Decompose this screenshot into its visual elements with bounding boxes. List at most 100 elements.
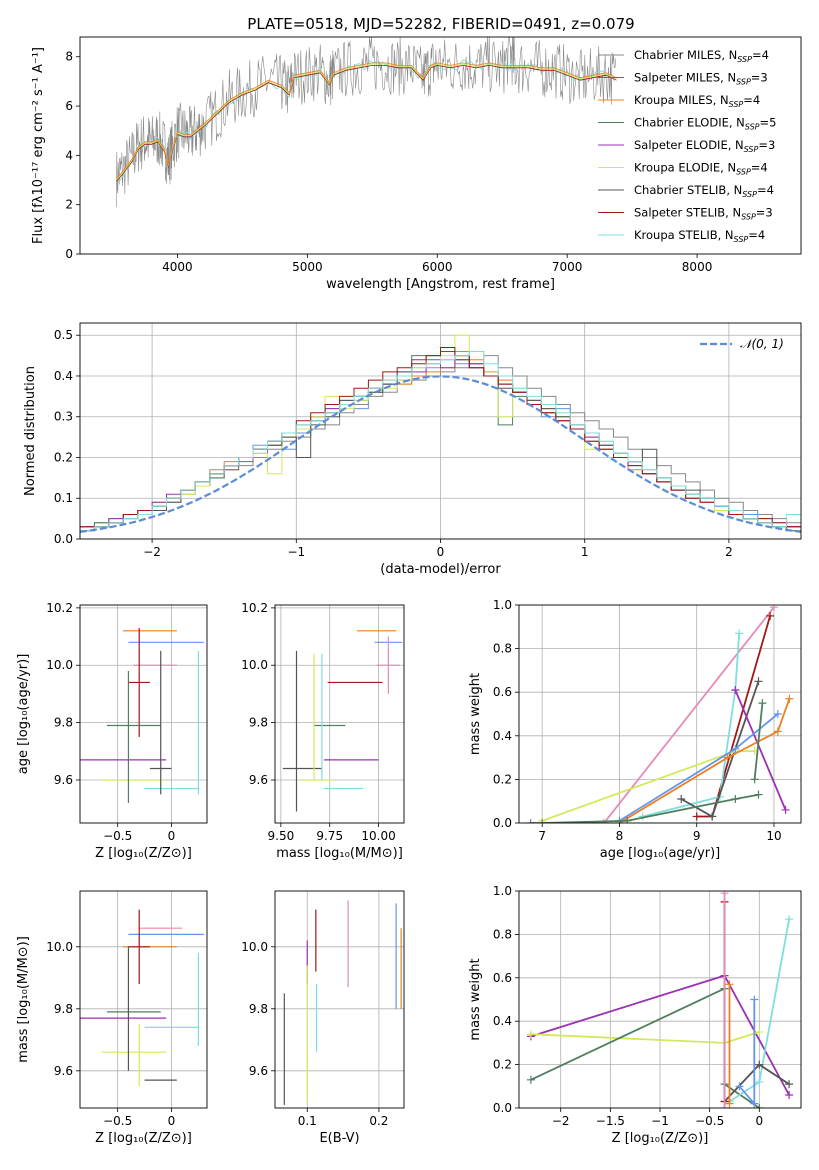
y-tick-label: 0.4 (493, 729, 512, 743)
residuals-plot-area (80, 323, 801, 539)
y-tick-label: 0.2 (493, 772, 512, 786)
weight_vs_Z-y-axis-label: mass weight (468, 958, 483, 1040)
x-tick-label: −0.5 (103, 829, 132, 843)
x-tick-label: 2 (725, 545, 733, 559)
legend-entry: Chabrier MILES, NSSP=4 (634, 48, 769, 64)
plus-marker (731, 686, 740, 695)
x-tick-label: 5000 (292, 260, 323, 274)
x-tick-label: 7000 (552, 260, 583, 274)
x-tick-label: −0.5 (103, 1114, 132, 1128)
y-tick-label: 0.4 (54, 369, 73, 383)
plus-marker (720, 891, 729, 898)
y-tick-label: 9.8 (54, 1002, 73, 1016)
y-tick-label: 0.5 (54, 328, 73, 342)
x-tick-label: 0 (755, 1114, 763, 1128)
spectrum-y-axis-label: Flux [fλ10⁻¹⁷ erg cm⁻² s⁻¹ A⁻¹] (31, 47, 46, 244)
residuals-x-axis-label: (data-model)/error (380, 562, 501, 577)
y-tick-label: 0.0 (54, 532, 73, 546)
axes-frame (79, 604, 208, 824)
legend-entry: Salpeter STELIB, NSSP=3 (634, 206, 773, 222)
x-tick-label: −2 (552, 1114, 570, 1128)
y-tick-label: 10.0 (46, 658, 73, 672)
legend-entry: Chabrier ELODIE, NSSP=5 (634, 116, 776, 132)
weight-line (753, 703, 764, 780)
weight_vs_Z-plot-area (519, 891, 801, 1108)
x-tick-label: 10.00 (361, 829, 395, 843)
age_vs_Z-y-axis-label: age [log₁₀(age/yr)] (16, 654, 31, 775)
plus-marker (785, 915, 794, 924)
plus-marker (731, 744, 740, 753)
mass_vs_Z-y-axis-label: mass [log₁₀(M/M⊙)] (16, 936, 31, 1063)
y-tick-label: 1.0 (493, 598, 512, 612)
y-tick-label: 0 (65, 247, 73, 261)
legend-entry: Kroupa STELIB, NSSP=4 (634, 228, 765, 244)
plus-marker (758, 699, 767, 708)
plus-marker (623, 816, 632, 823)
weight-line (696, 615, 771, 818)
x-tick-label: 9.75 (316, 829, 343, 843)
axes-frame (79, 36, 802, 255)
y-tick-label: 8 (65, 50, 73, 64)
spectrum-series-data (116, 37, 617, 208)
x-tick-label: −1 (651, 1114, 669, 1128)
x-tick-label: 6000 (422, 260, 453, 274)
spectrum-model-line (116, 62, 617, 180)
age_vs_mass-x-axis-label: mass [log₁₀(M/M⊙)] (276, 846, 403, 861)
x-tick-label: 0 (168, 829, 176, 843)
plus-marker (755, 1060, 764, 1069)
legend-entry: Kroupa ELODIE, NSSP=4 (634, 161, 768, 177)
plus-marker (708, 812, 717, 821)
axes-frame (274, 604, 405, 824)
x-tick-label: −2 (143, 545, 161, 559)
mass_vs_ebv-x-axis-label: E(B-V) (319, 1131, 359, 1146)
x-tick-label: −1 (287, 545, 305, 559)
legend-entry: Chabrier STELIB, NSSP=4 (634, 183, 774, 199)
plus-marker (766, 611, 775, 620)
y-tick-label: 0.0 (493, 1101, 512, 1115)
y-tick-label: 6 (65, 99, 73, 113)
legend-entry: 𝒩(0, 1) (740, 337, 784, 351)
x-tick-label: 4000 (162, 260, 193, 274)
x-tick-label: 0 (437, 545, 445, 559)
x-tick-label: 0.2 (369, 1114, 388, 1128)
mass_vs_Z-x-axis-label: Z [log₁₀(Z/Z⊙)] (95, 1131, 192, 1146)
plus-marker (725, 980, 734, 989)
histogram-step (80, 351, 801, 539)
plus-marker (731, 795, 740, 804)
plus-marker (755, 1077, 764, 1086)
x-tick-label: 10 (766, 829, 781, 843)
y-tick-label: 0.8 (493, 642, 512, 656)
y-tick-label: 0.8 (493, 927, 512, 941)
plus-marker (750, 995, 759, 1004)
x-tick-label: 8 (616, 829, 624, 843)
spectrum-x-axis-label: wavelength [Angstrom, rest frame] (326, 277, 555, 292)
spectrum-plot-area (115, 37, 617, 208)
age_vs_mass-plot-area (275, 605, 404, 823)
x-tick-label: 8000 (682, 260, 713, 274)
weight-line (603, 606, 775, 823)
plus-marker (769, 605, 778, 612)
plus-marker (723, 753, 732, 762)
legend-entry: Kroupa MILES, NSSP=4 (634, 93, 760, 109)
weight-line (618, 713, 779, 822)
y-tick-label: 4 (65, 148, 73, 162)
plus-marker (599, 819, 608, 823)
plus-marker (677, 795, 686, 804)
y-tick-label: 0.2 (493, 1058, 512, 1072)
y-tick-label: 10.2 (241, 601, 268, 615)
weight-line (618, 698, 791, 823)
y-tick-label: 0.6 (493, 971, 512, 985)
plus-marker (785, 1090, 794, 1099)
plus-marker (754, 677, 763, 686)
spectrum-series-models (115, 59, 615, 183)
y-tick-label: 9.8 (54, 716, 73, 730)
plus-marker (735, 1082, 744, 1091)
age_vs_Z-x-axis-label: Z [log₁₀(Z/Z⊙)] (95, 846, 192, 861)
axes-frame (274, 890, 405, 1109)
y-tick-label: 9.8 (249, 1002, 268, 1016)
y-tick-label: 9.8 (249, 716, 268, 730)
y-tick-label: 10.2 (46, 601, 73, 615)
plus-marker (785, 694, 794, 703)
x-tick-label: 1 (581, 545, 589, 559)
